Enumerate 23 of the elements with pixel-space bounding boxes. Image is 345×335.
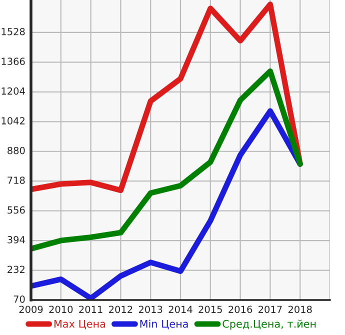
y-tick-label: 880 [8, 146, 25, 154]
x-tick-label: 2018 [288, 306, 312, 314]
x-tick-label: 2012 [109, 306, 132, 314]
x-tick-label: 2009 [19, 306, 43, 314]
x-tick-label: 2016 [228, 306, 252, 314]
x-tick-label: 2015 [198, 306, 222, 314]
y-tick-label: 556 [8, 206, 25, 214]
y-tick-label: 1042 [2, 117, 24, 124]
legend-label: Min Цена [140, 320, 188, 330]
x-tick-label: 2010 [49, 306, 73, 314]
x-tick-label: 2011 [79, 306, 102, 314]
x-tick-label: 2017 [258, 306, 282, 314]
y-tick-label: 394 [8, 236, 25, 244]
y-tick-label: 1204 [2, 87, 25, 95]
x-tick-label: 2013 [138, 306, 162, 314]
y-tick-label: 1528 [2, 28, 25, 36]
x-tick-label: 2014 [168, 306, 192, 314]
legend-label: Max Цена [54, 320, 106, 330]
y-tick-label: 718 [8, 176, 25, 184]
y-tick-label: 70 [14, 295, 25, 303]
legend-label: Сред.Цена, т.йен [222, 320, 316, 330]
y-tick-label: 232 [8, 266, 24, 274]
y-tick-label: 1366 [2, 58, 25, 66]
